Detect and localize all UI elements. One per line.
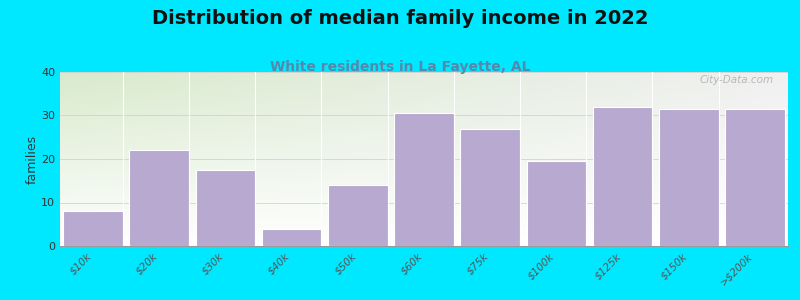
Y-axis label: families: families bbox=[26, 134, 38, 184]
Bar bbox=[63, 211, 123, 246]
Bar bbox=[659, 109, 718, 246]
Text: White residents in La Fayette, AL: White residents in La Fayette, AL bbox=[270, 60, 530, 74]
Bar bbox=[593, 107, 652, 246]
Text: City-Data.com: City-Data.com bbox=[699, 76, 774, 85]
Bar bbox=[394, 113, 454, 246]
Bar bbox=[725, 109, 785, 246]
Bar bbox=[130, 150, 189, 246]
Bar bbox=[196, 170, 255, 246]
Bar bbox=[262, 229, 322, 246]
Bar bbox=[328, 185, 388, 246]
Bar bbox=[461, 128, 520, 246]
Text: Distribution of median family income in 2022: Distribution of median family income in … bbox=[152, 9, 648, 28]
Bar bbox=[526, 161, 586, 246]
